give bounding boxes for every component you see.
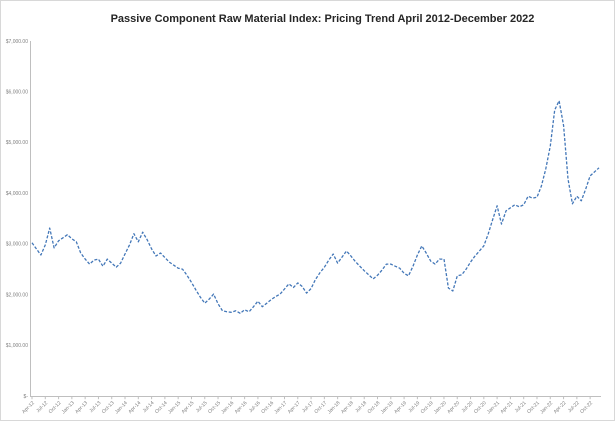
x-tick-label: Apr-14 <box>127 400 142 415</box>
x-tick-label: Apr-13 <box>74 400 89 415</box>
series-line <box>31 100 600 314</box>
x-tick-label: Jul-20 <box>461 400 475 414</box>
x-tick-label: Oct-22 <box>579 400 594 415</box>
x-tick-label: Jan-18 <box>327 400 342 415</box>
x-tick-label: Jul-19 <box>407 400 421 414</box>
x-tick-label: Jul-21 <box>514 400 528 414</box>
x-tick-label: Jan-21 <box>486 400 501 415</box>
x-tick-label: Apr-20 <box>446 400 461 415</box>
y-tick-label: $6,000.00 <box>6 90 28 96</box>
x-tick-label: Jul-17 <box>301 400 315 414</box>
x-tick-label: Jul-13 <box>88 400 102 414</box>
x-tick-label: Apr-12 <box>21 400 36 415</box>
x-tick-label: Oct-16 <box>260 400 275 415</box>
y-tick-label: $1,000.00 <box>6 343 28 349</box>
x-tick-label: Oct-15 <box>207 400 222 415</box>
x-tick-label: Apr-22 <box>553 400 568 415</box>
x-tick-label: Apr-15 <box>181 400 196 415</box>
x-tick-label: Oct-18 <box>367 400 382 415</box>
x-tick-label: Jul-15 <box>195 400 209 414</box>
x-tick-label: Oct-19 <box>420 400 435 415</box>
x-tick-label: Jul-18 <box>354 400 368 414</box>
x-tick-label: Jan-15 <box>167 400 182 415</box>
x-tick-label: Jan-22 <box>539 400 554 415</box>
x-tick-label: Jul-16 <box>248 400 262 414</box>
chart-title: Passive Component Raw Material Index: Pr… <box>110 13 535 25</box>
x-tick-label: Apr-19 <box>393 400 408 415</box>
x-tick-label: Jan-13 <box>61 400 76 415</box>
y-tick-label: $2,000.00 <box>6 292 28 298</box>
x-tick-label: Apr-18 <box>340 400 355 415</box>
y-tick-label: $- <box>24 394 29 400</box>
x-tick-label: Jan-20 <box>433 400 448 415</box>
x-tick-label: Jan-14 <box>114 400 129 415</box>
x-tick-label: Oct-20 <box>473 400 488 415</box>
y-tick-label: $5,000.00 <box>6 140 28 146</box>
x-tick-label: Jul-12 <box>35 400 49 414</box>
x-tick-label: Oct-14 <box>154 400 169 415</box>
x-tick-label: Apr-16 <box>234 400 249 415</box>
x-tick-label: Jan-19 <box>380 400 395 415</box>
x-tick-label: Jan-17 <box>273 400 288 415</box>
x-tick-label: Oct-17 <box>313 400 328 415</box>
x-tick-label: Jan-16 <box>220 400 235 415</box>
x-tick-label: Oct-21 <box>526 400 541 415</box>
x-tick-label: Jul-22 <box>567 400 581 414</box>
y-tick-label: $7,000.00 <box>6 39 28 45</box>
x-tick-label: Jul-14 <box>142 400 156 414</box>
x-tick-label: Apr-17 <box>287 400 302 415</box>
x-tick-label: Apr-21 <box>499 400 514 415</box>
x-tick-label: Oct-13 <box>101 400 116 415</box>
y-tick-label: $3,000.00 <box>6 242 28 248</box>
y-tick-label: $4,000.00 <box>6 191 28 197</box>
x-tick-label: Oct-12 <box>48 400 63 415</box>
